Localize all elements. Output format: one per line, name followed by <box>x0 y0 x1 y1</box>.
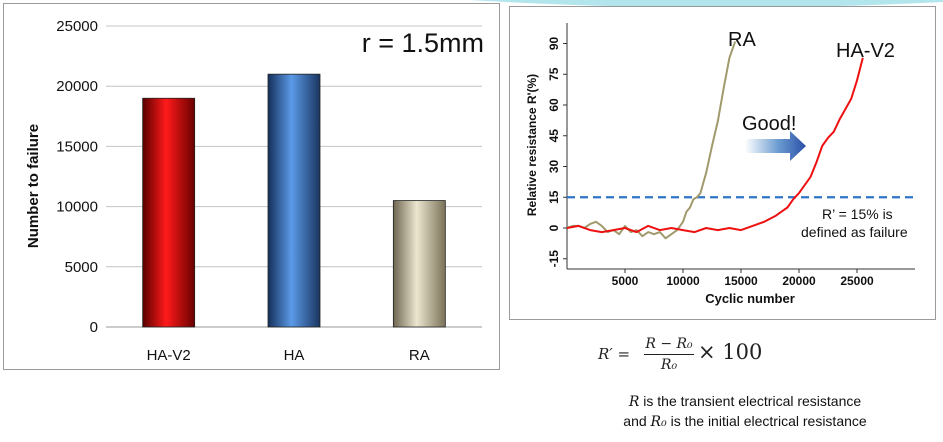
bar-ytick-label: 5000 <box>65 259 98 276</box>
bar-chart: 0 5000 10000 15000 20000 25000 HA-V2 HA RA Numb… <box>25 18 484 364</box>
relative-resistance-formula: R′ = R − R₀ R₀ × 100 <box>598 336 798 386</box>
line-ytick-label: 90 <box>547 37 561 51</box>
series-ra <box>566 41 737 240</box>
line-ytick-label: 60 <box>547 98 561 112</box>
line-chart-panel: 5000 10000 15000 20000 25000 -15 0 15 30 45 60 75 9… <box>509 6 936 320</box>
line-chart-ylabel: Relative resistance R'(%) <box>525 74 539 216</box>
formula-rhs: × 100 <box>698 340 763 364</box>
line-ytick-label: 45 <box>547 129 561 143</box>
good-arrow-icon <box>745 131 806 161</box>
series-ha-v2 <box>566 57 864 234</box>
line-ytick-label: -15 <box>547 250 561 268</box>
line-chart: 5000 10000 15000 20000 25000 -15 0 15 30 45 60 75 9… <box>525 23 915 306</box>
line-ytick-label: 75 <box>547 67 561 81</box>
line-ytick-label: 30 <box>547 160 561 174</box>
bar-ha <box>267 73 321 328</box>
description-text-2: is the initial electrical resistance <box>666 413 867 429</box>
formula-numerator: R − R₀ <box>645 336 693 352</box>
bar-ytick-label: 10000 <box>56 199 98 216</box>
ra-series-label: RA <box>728 29 756 51</box>
bar-ytick-label: 20000 <box>56 78 98 95</box>
line-xtick-label: 10000 <box>666 274 700 288</box>
description-text-1: is the transient electrical resistance <box>639 393 862 409</box>
var-r: R <box>628 394 640 410</box>
bar-xtick-label: HA <box>284 347 305 364</box>
line-chart-xlabel: Cyclic number <box>705 291 795 306</box>
failure-annotation-line1: R’ = 15% is <box>822 206 893 222</box>
var-r0: R₀ <box>650 414 667 430</box>
bar-chart-ylabel: Number to failure <box>25 124 42 248</box>
formula-denominator: R₀ <box>660 357 678 373</box>
formula-fraction-bar <box>644 354 694 355</box>
formula-description: R is the transient electrical resistance… <box>560 392 930 432</box>
description-prefix-2: and <box>623 413 651 429</box>
bar-ra <box>392 200 446 328</box>
line-xtick-label: 15000 <box>724 274 758 288</box>
line-xtick-label: 20000 <box>782 274 816 288</box>
line-xtick-label: 25000 <box>840 274 874 288</box>
description-line-1: R is the transient electrical resistance <box>560 392 930 412</box>
bar-ha-v2 <box>142 97 196 328</box>
bar-ytick-label: 0 <box>90 319 98 336</box>
bar-chart-annotation: r = 1.5mm <box>362 28 484 58</box>
bar-xtick-label: RA <box>409 347 430 364</box>
line-ytick-label: 0 <box>547 224 561 231</box>
hav2-series-label: HA-V2 <box>836 40 895 62</box>
bar-ytick-label: 25000 <box>56 18 98 35</box>
good-annotation: Good! <box>742 113 796 135</box>
failure-annotation-line2: defined as failure <box>801 224 908 240</box>
formula-lhs: R′ = <box>598 345 631 363</box>
bar-ytick-label: 15000 <box>56 138 98 155</box>
formula-fraction: R − R₀ R₀ <box>644 336 694 373</box>
bar-chart-panel: 0 5000 10000 15000 20000 25000 HA-V2 HA RA Numb… <box>3 3 500 370</box>
description-line-2: and R₀ is the initial electrical resista… <box>560 412 930 432</box>
bar-xtick-label: HA-V2 <box>147 347 191 364</box>
line-ytick-label: 15 <box>547 190 561 204</box>
line-xtick-label: 5000 <box>612 274 639 288</box>
slide-decoration <box>470 0 943 8</box>
